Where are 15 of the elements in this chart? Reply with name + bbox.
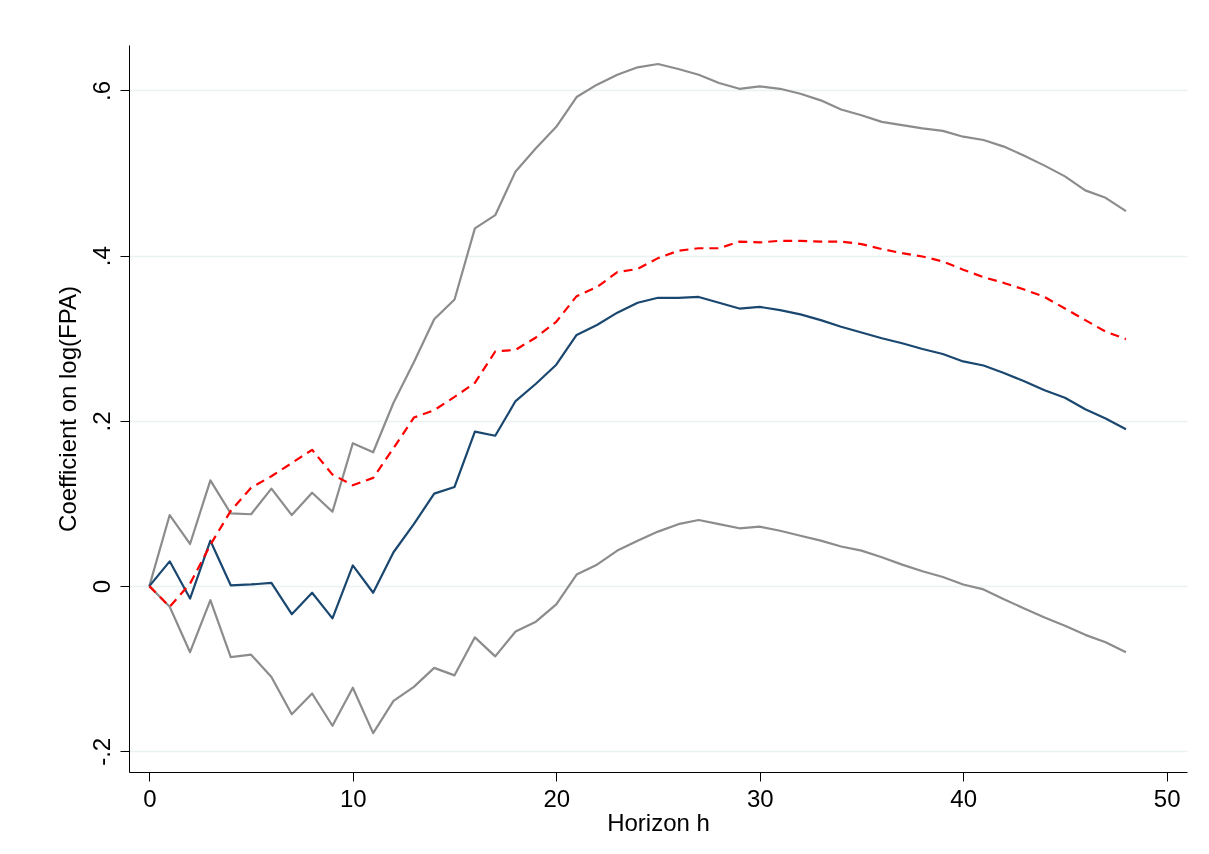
y-tick-label: -.2 xyxy=(87,737,115,766)
y-tick-label: .2 xyxy=(87,411,115,432)
line-series xyxy=(148,239,1128,608)
x-tick-label: 50 xyxy=(1153,784,1181,812)
y-tick-label: 0 xyxy=(87,579,115,594)
x-axis-title: Horizon h xyxy=(607,808,710,836)
x-tick-label: 40 xyxy=(950,784,978,812)
y-tick-label: .4 xyxy=(87,246,115,267)
x-tick-label: 30 xyxy=(746,784,774,812)
x-tick-label: 0 xyxy=(143,784,157,812)
x-tick-label: 10 xyxy=(339,784,367,812)
y-axis-title: Coefficient on log(FPA) xyxy=(53,286,81,532)
line-series xyxy=(148,295,1128,620)
y-tick-label: .6 xyxy=(87,80,115,101)
x-tick-label: 20 xyxy=(543,784,571,812)
